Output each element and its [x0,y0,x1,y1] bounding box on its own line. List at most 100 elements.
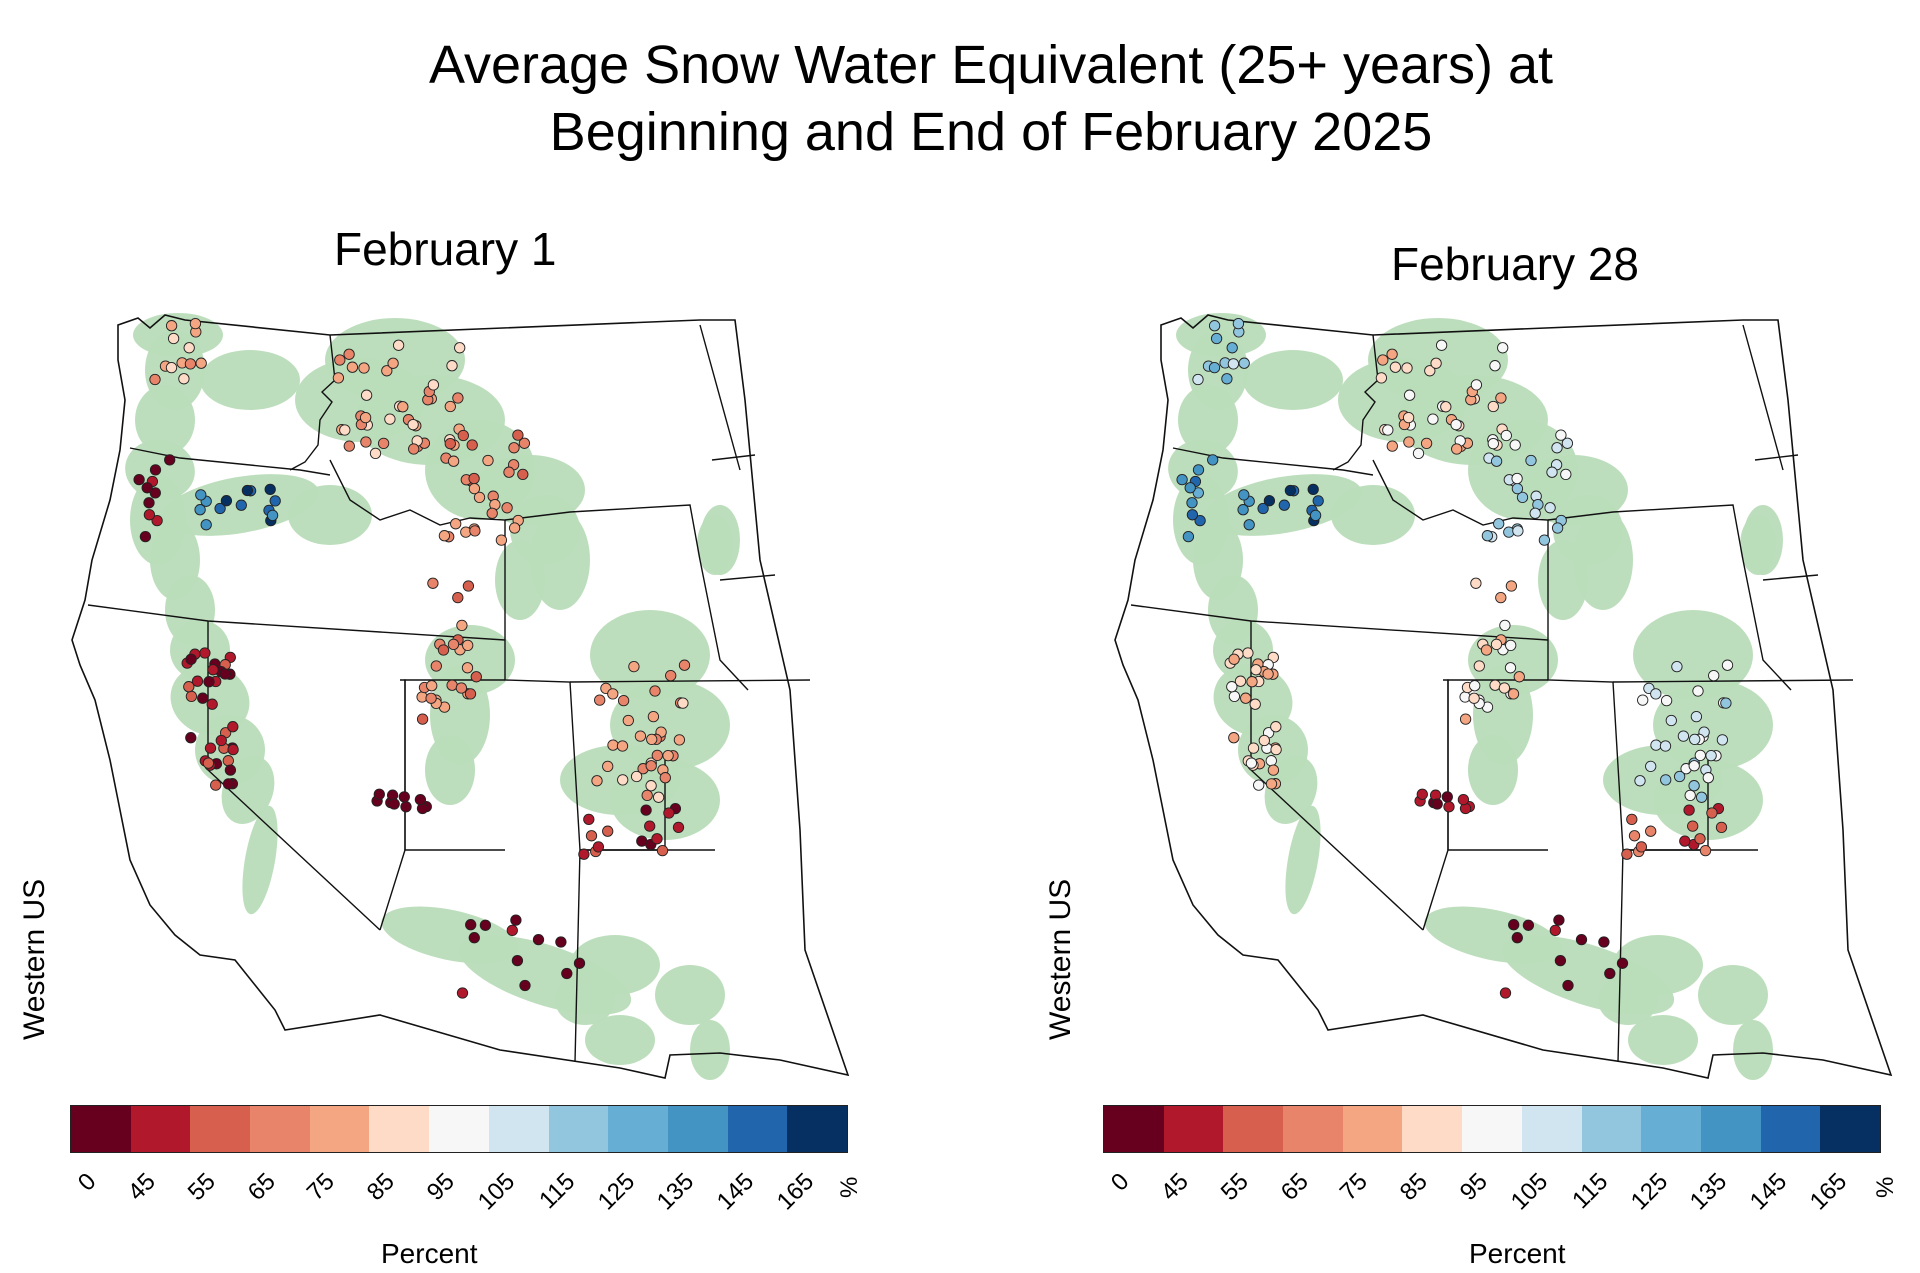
snotel-station [508,442,520,454]
snotel-station [592,841,605,853]
snotel-station [1490,455,1503,467]
snotel-station [1403,436,1415,448]
snow-cover-patch [495,540,545,620]
snotel-station [197,692,209,704]
snotel-station [207,664,219,676]
snotel-station [508,522,521,534]
snotel-station [377,437,390,450]
colorbar-segment [1283,1106,1343,1152]
state-boundary [1762,574,1819,581]
snotel-station [398,791,410,803]
state-boundary [574,849,581,1063]
snotel-station [645,760,657,772]
snotel-station [1694,749,1706,762]
snotel-station [1692,685,1704,697]
state-boundary [1547,504,1792,691]
snotel-station [1237,504,1249,516]
snotel-station [1500,429,1512,442]
snotel-station [1403,389,1416,401]
snotel-station [195,489,207,501]
snotel-station [1489,679,1501,691]
snotel-station [468,482,481,495]
snotel-station [1650,688,1662,700]
snotel-station [486,507,498,519]
snotel-station [1645,825,1657,837]
snotel-station [1575,933,1588,946]
snotel-station [1265,778,1278,790]
snotel-station [427,379,440,391]
snotel-station [1258,734,1270,747]
map [1114,313,1893,1080]
snotel-station [1192,487,1204,499]
state-boundary [711,454,756,461]
colorbar-segment [1462,1106,1522,1152]
snotel-station [204,742,217,754]
snotel-station [1549,924,1561,937]
snotel-station [1628,830,1641,842]
snotel-station [1278,499,1290,511]
snotel-station [473,491,486,504]
snotel-station [446,679,458,691]
snotel-station [1505,639,1517,652]
snotel-station [1207,454,1219,466]
snotel-station [1194,514,1206,527]
snotel-station [466,439,478,451]
snotel-station [1238,489,1250,501]
snow-cover-patch [1331,485,1415,545]
snotel-station [1677,730,1690,742]
snotel-station [644,820,656,832]
state-boundary [1332,334,1379,471]
snotel-station [1546,466,1558,478]
snotel-station [1708,669,1720,682]
colorbar-segment [1760,1106,1821,1152]
snotel-station [616,740,629,752]
snotel-station [1554,954,1567,967]
snotel-station [519,979,531,992]
snotel-station [470,671,482,683]
snotel-station [641,789,653,802]
snotel-station [444,437,456,450]
snotel-station [1561,437,1574,449]
snotel-station [227,743,239,756]
snotel-station [183,681,195,693]
snotel-station [184,358,197,370]
snotel-station [555,936,567,948]
colorbar-segment [1342,1106,1403,1152]
snotel-station [334,354,346,366]
snotel-station [464,688,477,700]
snotel-station [468,932,480,944]
snotel-station [220,495,233,507]
state-boundary [1372,459,1549,590]
snotel-station [1263,495,1276,507]
snotel-station [214,502,226,515]
snow-cover-patch [1573,510,1633,610]
snotel-station [1240,692,1252,704]
snotel-station [219,668,231,680]
snotel-station [1673,770,1686,783]
snow-cover-patch [530,510,590,610]
colorbar-segment [130,1106,191,1152]
colorbar-segment [1641,1106,1701,1152]
map-group [71,313,850,1080]
figure-title-line-2: Beginning and End of February 2025 [549,102,1433,162]
snotel-station [1695,791,1708,803]
snotel-station [1246,676,1258,688]
snotel-station [461,662,474,674]
snotel-station [1307,483,1319,496]
snotel-station [510,914,522,926]
panel-february-28: February 28 Western US 0 45 55 65 75 85 95 105 1… [960,0,1920,1273]
snotel-station [143,509,156,521]
snotel-station [203,676,215,688]
snotel-station [1192,464,1205,476]
snotel-station [1210,332,1223,345]
snotel-station [1481,530,1494,542]
panel-february-1: February 1 Western US 0 45 55 65 75 85 95 105 11… [18,223,863,1269]
snotel-station [1234,675,1247,687]
colorbar-segment [727,1106,788,1152]
snotel-station [227,721,239,733]
panel-title: February 1 [334,223,557,275]
snotel-station [1551,442,1563,454]
snotel-station [1250,664,1262,676]
snotel-station [392,339,405,351]
snotel-station [200,519,212,531]
